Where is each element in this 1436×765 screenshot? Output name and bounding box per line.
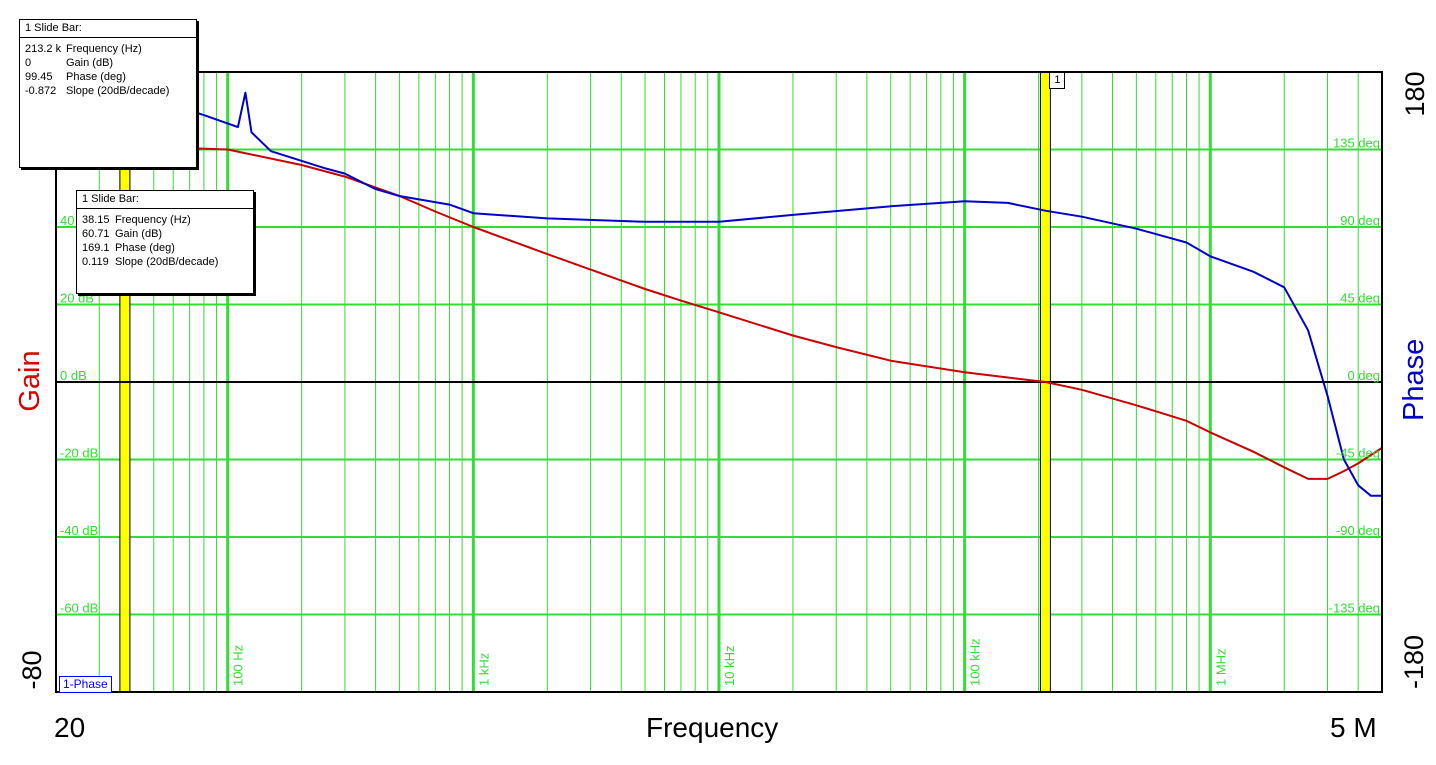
readout-title: 1 Slide Bar: <box>20 20 196 38</box>
left-axis-title: Gain <box>14 350 46 412</box>
readout-row: 99.45 Phase (deg) <box>25 71 126 83</box>
cursor-readout-box[interactable]: 1 Slide Bar: 38.15 Frequency (Hz) 60.71 Ga… <box>76 190 254 294</box>
readout-row: 38.15 Frequency (Hz) <box>82 214 191 226</box>
right-axis-min-label: -180 <box>1399 634 1429 690</box>
right-tick-label: 90 deg <box>1340 213 1380 228</box>
x-tick-label: 100 Hz <box>231 645 246 686</box>
left-axis-min-label: -80 <box>17 650 47 690</box>
x-axis-min-label: 20 <box>54 712 86 743</box>
right-tick-label: -90 deg <box>1336 523 1380 538</box>
x-axis-title: Frequency <box>646 712 779 743</box>
right-tick-label: 45 deg <box>1340 291 1380 306</box>
cursor-number-tag[interactable]: 1 <box>1049 72 1066 89</box>
x-tick-label: 10 kHz <box>722 646 737 686</box>
x-tick-label: 1 kHz <box>476 653 491 686</box>
series-legend-tag[interactable]: 1-Phase <box>59 676 112 693</box>
right-tick-label: 0 deg <box>1347 368 1380 383</box>
right-axis-title: Phase <box>1398 338 1430 421</box>
cursor-readout-box[interactable]: 1 Slide Bar: 213.2 k Frequency (Hz) 0 Gain… <box>19 19 197 168</box>
right-axis-max-label: 180 <box>1400 71 1430 117</box>
left-tick-label: 20 dB <box>60 291 94 306</box>
left-tick-label: 40 <box>60 213 74 228</box>
right-tick-label: -135 deg <box>1329 601 1380 616</box>
readout-row: 169.1 Phase (deg) <box>82 242 175 254</box>
readout-row: 0 Gain (dB) <box>25 57 114 69</box>
x-axis-max-label: 5 M <box>1330 712 1377 743</box>
readout-row: 0.119 Slope (20dB/decade) <box>82 256 219 268</box>
left-tick-label: -40 dB <box>60 523 98 538</box>
left-tick-label: 0 dB <box>60 368 87 383</box>
readout-row: -0.872 Slope (20dB/decade) <box>25 85 170 97</box>
x-tick-label: 100 kHz <box>968 638 983 686</box>
phase-curve <box>56 89 1382 497</box>
x-tick-label: 1 MHz <box>1213 648 1228 686</box>
plot-frame <box>55 71 1383 693</box>
left-tick-label: -60 dB <box>60 601 98 616</box>
readout-row: 60.71 Gain (dB) <box>82 228 163 240</box>
right-tick-label: -45 deg <box>1336 446 1380 461</box>
readout-row: 213.2 k Frequency (Hz) <box>25 43 142 55</box>
left-tick-label: -20 dB <box>60 446 98 461</box>
right-tick-label: 135 deg <box>1333 136 1380 151</box>
readout-title: 1 Slide Bar: <box>77 191 253 209</box>
gain-curve <box>55 109 1383 480</box>
